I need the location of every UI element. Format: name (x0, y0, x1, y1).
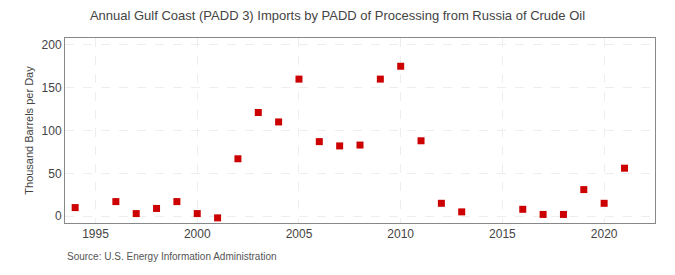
svg-text:150: 150 (42, 81, 62, 95)
svg-text:2020: 2020 (591, 227, 618, 241)
svg-text:1995: 1995 (82, 227, 109, 241)
svg-text:2010: 2010 (387, 227, 414, 241)
svg-text:50: 50 (48, 167, 62, 181)
svg-text:Thousand Barrels per Day: Thousand Barrels per Day (23, 66, 35, 195)
svg-text:2000: 2000 (184, 227, 211, 241)
svg-text:2005: 2005 (286, 227, 313, 241)
svg-text:100: 100 (42, 124, 62, 138)
svg-text:Source: U.S. Energy Informatio: Source: U.S. Energy Information Administ… (67, 251, 277, 262)
svg-text:2015: 2015 (489, 227, 516, 241)
svg-text:0: 0 (55, 209, 62, 223)
svg-text:Annual Gulf Coast (PADD 3) Imp: Annual Gulf Coast (PADD 3) Imports by PA… (90, 8, 585, 23)
svg-text:200: 200 (42, 38, 62, 52)
